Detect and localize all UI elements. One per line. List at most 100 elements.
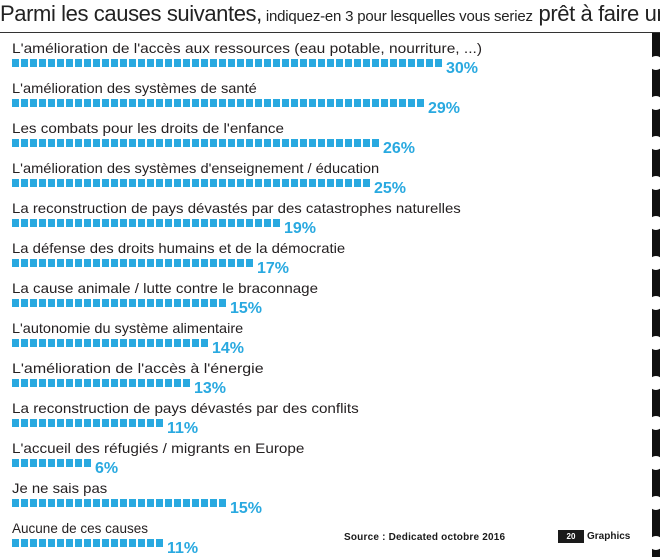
bar-segment <box>147 379 154 387</box>
bar-segment <box>210 299 217 307</box>
bar-segment <box>246 59 253 67</box>
bar-segment <box>21 219 28 227</box>
edge-notch <box>649 176 660 190</box>
value-label: 15% <box>230 300 262 317</box>
bar-segment <box>345 179 352 187</box>
bar-segment <box>156 179 163 187</box>
bar-segment <box>12 419 19 427</box>
category-label: L'amélioration de l'accès à l'énergie <box>12 360 264 376</box>
bar-segment <box>363 99 370 107</box>
bar-segment <box>156 339 163 347</box>
bar-segment <box>219 219 226 227</box>
bar-segment <box>30 299 37 307</box>
bar-segment <box>75 139 82 147</box>
bar-segment <box>273 59 280 67</box>
bar-segment <box>282 59 289 67</box>
bar-segment <box>75 379 82 387</box>
bar-segment <box>102 419 109 427</box>
bar-segment <box>390 99 397 107</box>
bar <box>12 219 280 227</box>
bar-segment <box>93 299 100 307</box>
bar-segment <box>57 339 64 347</box>
bar-segment <box>345 139 352 147</box>
bar-segment <box>48 259 55 267</box>
bar-segment <box>183 219 190 227</box>
bar-segment <box>48 539 55 547</box>
bar-segment <box>192 499 199 507</box>
bar-segment <box>84 139 91 147</box>
bar-segment <box>120 99 127 107</box>
bar-segment <box>156 299 163 307</box>
bar-segment <box>174 379 181 387</box>
bar-segment <box>327 59 334 67</box>
bar-segment <box>147 139 154 147</box>
category-label: La cause animale / lutte contre le braco… <box>12 280 318 296</box>
edge-notch <box>649 56 660 70</box>
bar-segment <box>408 59 415 67</box>
bar-segment <box>57 139 64 147</box>
bar-segment <box>93 379 100 387</box>
bar-segment <box>120 299 127 307</box>
bar-segment <box>147 59 154 67</box>
bar-segment <box>264 59 271 67</box>
bar-segment <box>147 179 154 187</box>
bar-segment <box>93 219 100 227</box>
bar-segment <box>12 339 19 347</box>
right-edge-strip <box>652 33 660 557</box>
bar-segment <box>66 219 73 227</box>
bar-segment <box>219 259 226 267</box>
category-label: La reconstruction de pays dévastés par d… <box>12 400 359 416</box>
bar-segment <box>192 299 199 307</box>
bar-segment <box>201 219 208 227</box>
bar-segment <box>210 99 217 107</box>
bar-segment <box>66 419 73 427</box>
bar-segment <box>57 59 64 67</box>
bar-segment <box>12 59 19 67</box>
bar-segment <box>129 539 136 547</box>
bar-segment <box>147 219 154 227</box>
bar-segment <box>39 219 46 227</box>
title-part-2: indiquez-en 3 pour lesquelles vous serie… <box>261 8 533 25</box>
bar-segment <box>93 499 100 507</box>
edge-notch <box>649 136 660 150</box>
bar-segment <box>174 259 181 267</box>
bar-segment <box>318 99 325 107</box>
bar-segment <box>66 379 73 387</box>
bar-segment <box>21 379 28 387</box>
bar-segment <box>237 99 244 107</box>
bar-segment <box>201 59 208 67</box>
bar-segment <box>219 99 226 107</box>
bar-segment <box>129 59 136 67</box>
bar-segment <box>426 59 433 67</box>
bar-segment <box>156 259 163 267</box>
bar-segment <box>48 419 55 427</box>
bar-segment <box>228 179 235 187</box>
bar-segment <box>264 99 271 107</box>
bar <box>12 299 226 307</box>
bar-segment <box>111 59 118 67</box>
bar-segment <box>228 99 235 107</box>
bar-segment <box>111 379 118 387</box>
bar-segment <box>237 259 244 267</box>
bar-segment <box>138 139 145 147</box>
bar-segment <box>156 219 163 227</box>
value-label: 19% <box>284 220 316 237</box>
bar-segment <box>408 99 415 107</box>
edge-notch <box>649 376 660 390</box>
bar-segment <box>39 59 46 67</box>
bar-segment <box>111 539 118 547</box>
bar-segment <box>255 179 262 187</box>
bar-segment <box>30 539 37 547</box>
bar-segment <box>111 299 118 307</box>
bar-segment <box>84 179 91 187</box>
bar-segment <box>129 419 136 427</box>
bar-segment <box>84 99 91 107</box>
value-label: 26% <box>383 140 415 157</box>
bar-segment <box>12 139 19 147</box>
bar-segment <box>381 59 388 67</box>
bar-segment <box>30 259 37 267</box>
bar-segment <box>129 499 136 507</box>
bar-segment <box>39 419 46 427</box>
bar-segment <box>48 179 55 187</box>
category-label: L'amélioration de l'accès aux ressources… <box>12 40 482 56</box>
